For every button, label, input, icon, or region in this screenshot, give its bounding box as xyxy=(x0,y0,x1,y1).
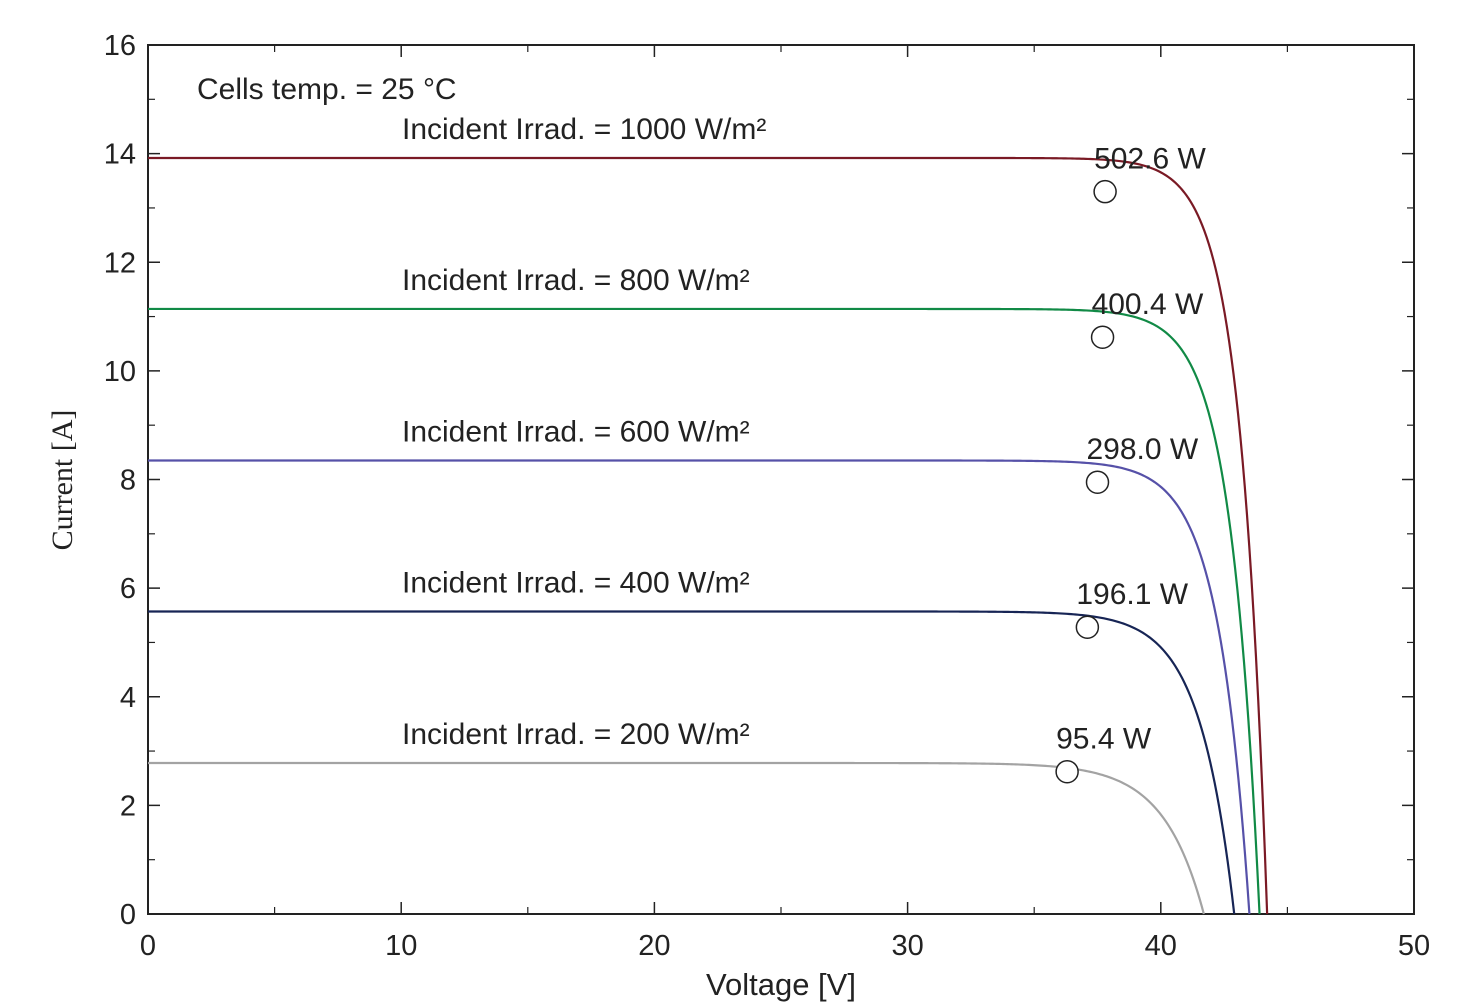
iv-curve xyxy=(148,761,1205,915)
x-tick-label: 40 xyxy=(1145,930,1177,962)
mpp-power-label: 502.6 W xyxy=(1094,143,1206,176)
series-label: Incident Irrad. = 600 W/m² xyxy=(402,415,750,448)
mpp-marker xyxy=(1055,759,1079,784)
mpp-power-label: 95.4 W xyxy=(1056,723,1152,756)
series-curves xyxy=(148,156,1269,915)
mpp-marker xyxy=(1090,325,1115,349)
series-label: Incident Irrad. = 1000 W/m² xyxy=(402,113,766,146)
y-tick-label: 4 xyxy=(120,682,136,714)
mpp-marker xyxy=(1085,470,1110,494)
series-labels: Incident Irrad. = 1000 W/m² Incident Irra… xyxy=(402,113,766,751)
y-tick-label: 2 xyxy=(120,790,136,822)
iv-curve xyxy=(148,307,1261,915)
y-tick-label: 6 xyxy=(120,573,136,605)
series-label: Incident Irrad. = 200 W/m² xyxy=(402,718,750,751)
y-tick-label: 16 xyxy=(104,30,136,62)
axis-ticks: 0 10 20 30 40 50 0 2 4 6 8 10 12 14 16 xyxy=(104,30,1430,962)
mpp-power-label: 196.1 W xyxy=(1076,578,1188,611)
x-tick-label: 30 xyxy=(891,930,923,962)
x-tick-label: 20 xyxy=(638,930,670,962)
y-tick-label: 12 xyxy=(104,247,136,279)
y-axis-title: Current [A] xyxy=(46,410,79,551)
series-label: Incident Irrad. = 400 W/m² xyxy=(402,566,750,599)
y-tick-label: 0 xyxy=(120,899,136,931)
x-tick-label: 50 xyxy=(1398,930,1430,962)
iv-curve xyxy=(148,459,1251,915)
temperature-label: Cells temp. = 25 °C xyxy=(197,73,457,106)
plot-frame xyxy=(147,44,1415,915)
mpp-marker xyxy=(1075,615,1100,639)
y-tick-label: 10 xyxy=(104,356,136,388)
x-axis-title: Voltage [V] xyxy=(706,967,856,1002)
mpp-power-label: 400.4 W xyxy=(1092,288,1204,321)
mpp-marker xyxy=(1093,179,1117,204)
x-tick-label: 0 xyxy=(140,930,156,962)
y-tick-label: 14 xyxy=(104,139,136,171)
x-tick-label: 10 xyxy=(385,930,417,962)
series-label: Incident Irrad. = 800 W/m² xyxy=(402,264,750,297)
iv-curve xyxy=(148,156,1269,915)
mpp-power-label: 298.0 W xyxy=(1087,433,1199,466)
iv-curve xyxy=(148,610,1236,915)
y-tick-label: 8 xyxy=(120,465,136,497)
mpp-markers: 502.6 W 400.4 W 298.0 W 196.1 W 95.4 W xyxy=(1055,143,1207,784)
